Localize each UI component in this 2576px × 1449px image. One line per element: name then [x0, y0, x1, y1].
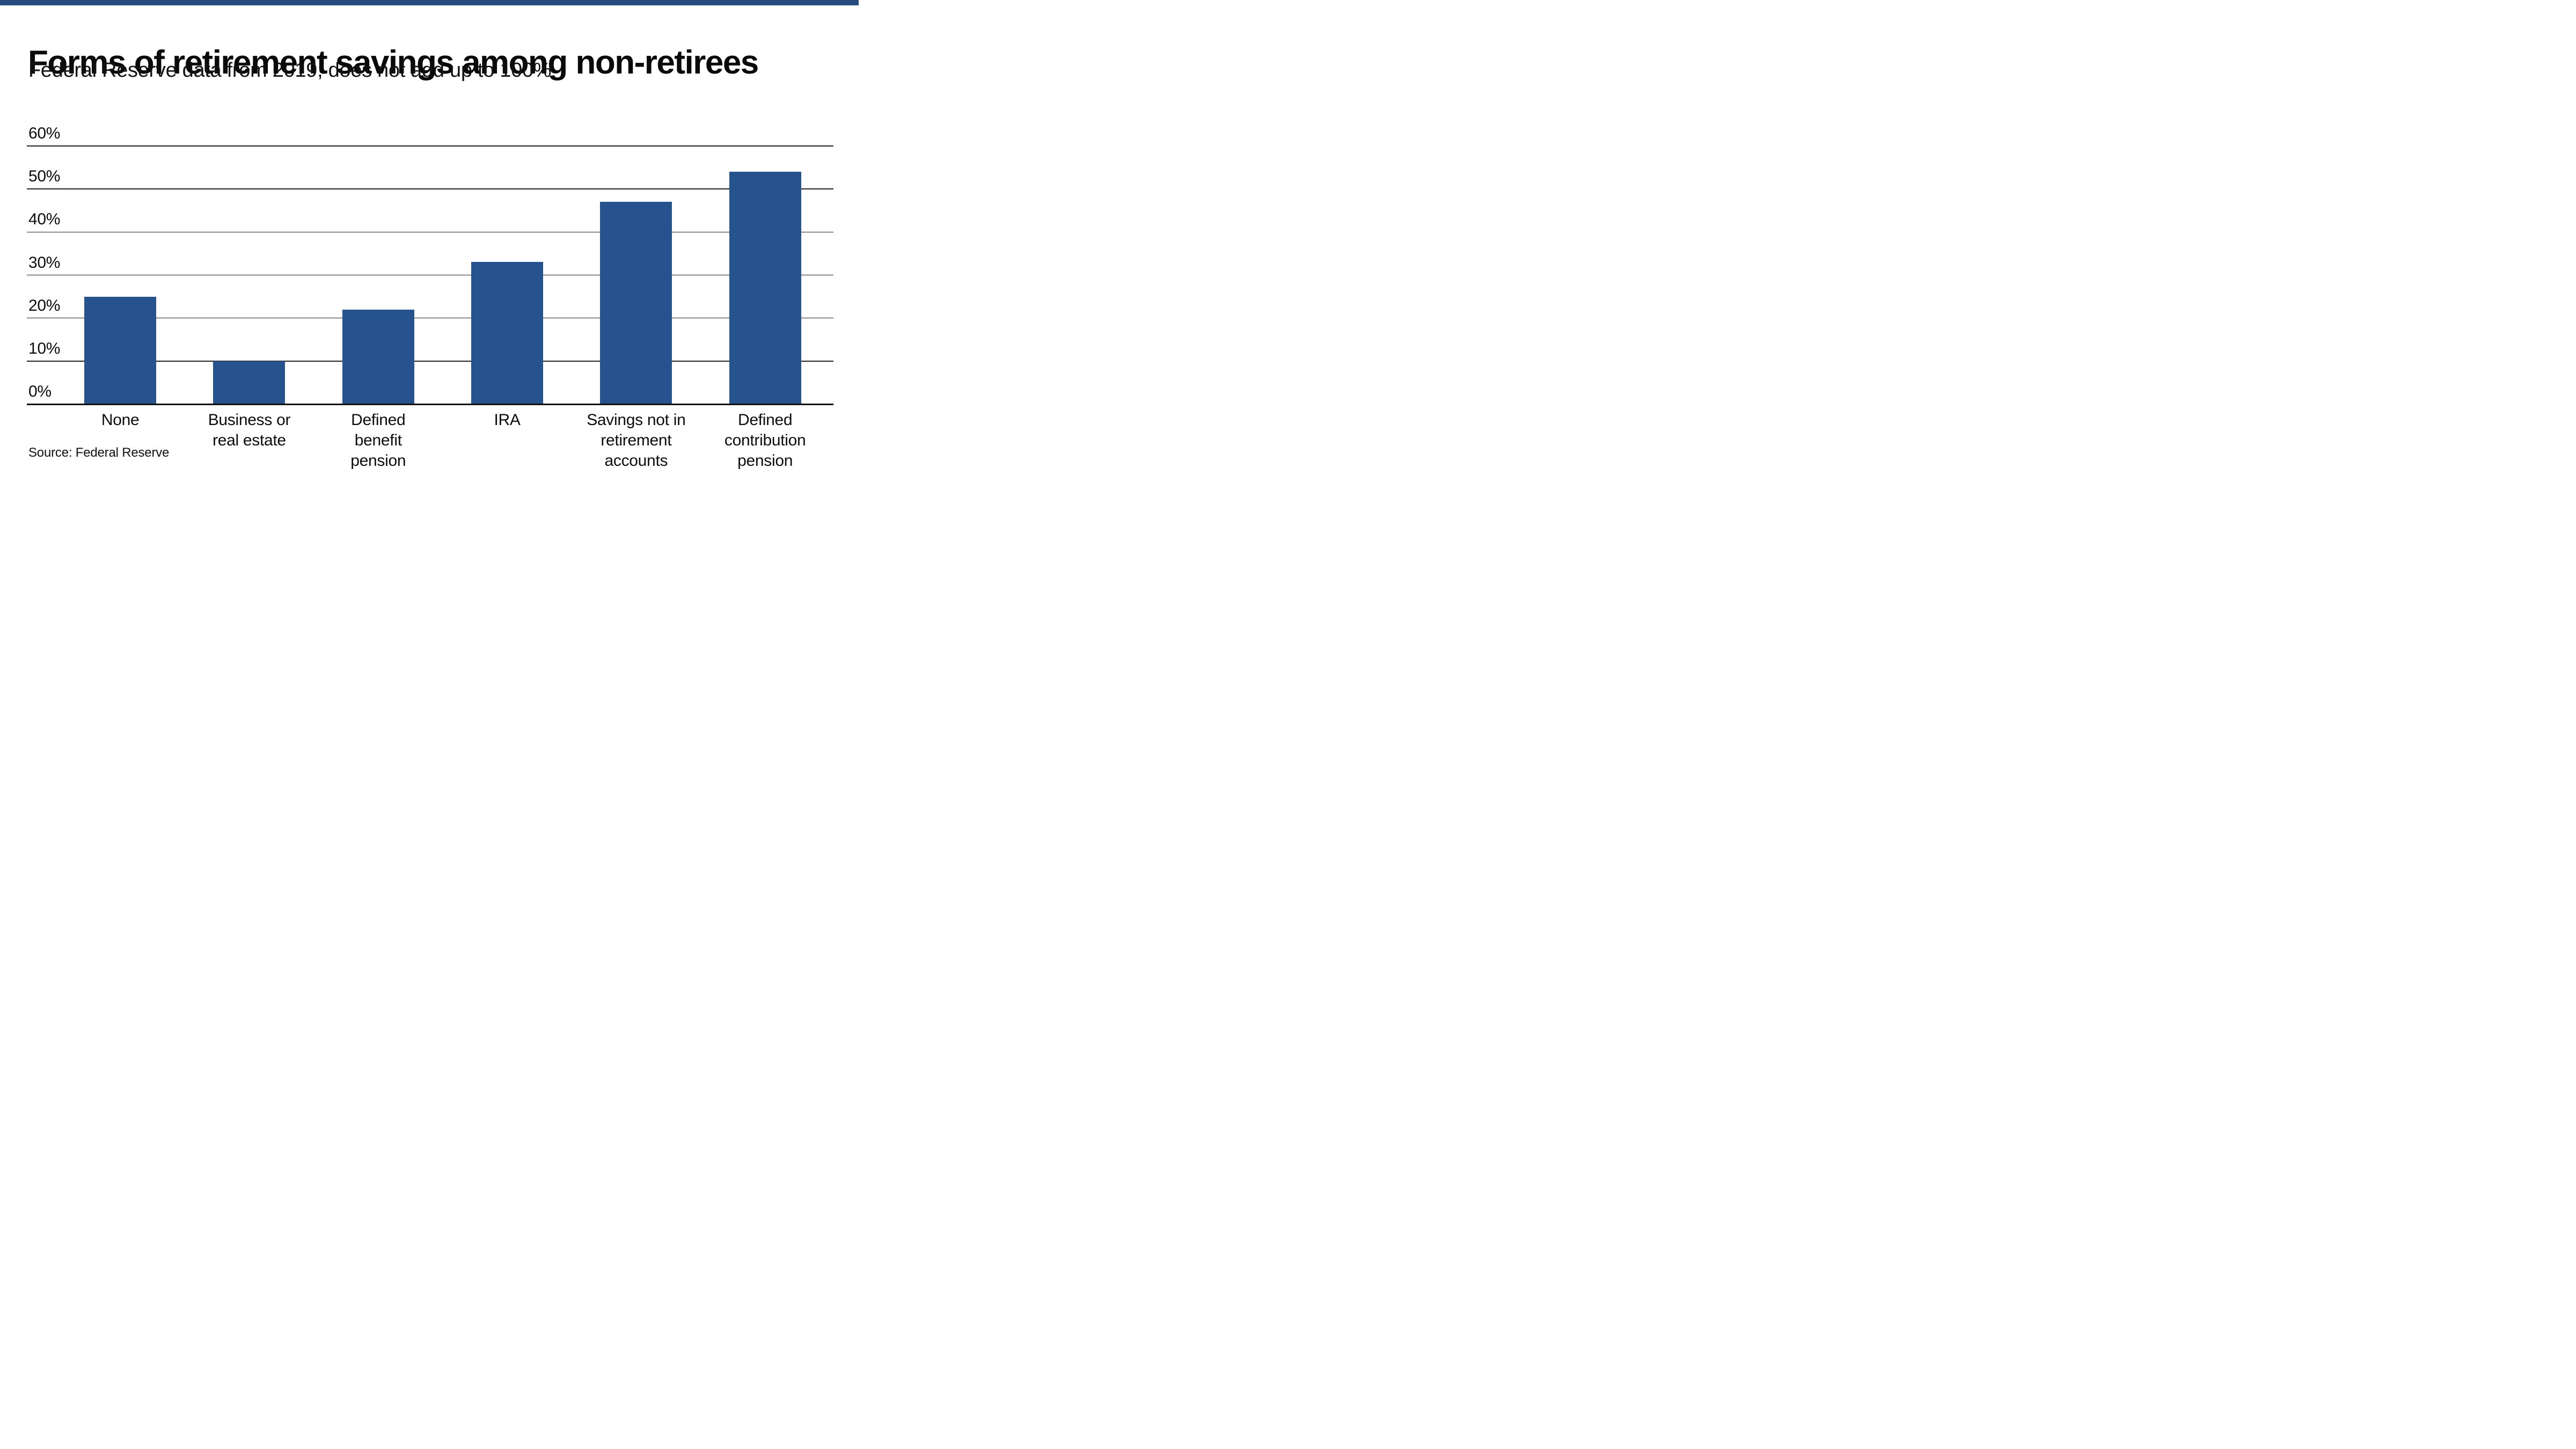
- bar-business-or-real-estate: [213, 361, 286, 404]
- gridline-30: [27, 274, 833, 276]
- category-label-defined-contribution-pension: Defined contribution pension: [724, 411, 806, 470]
- category-label-ira: IRA: [494, 411, 521, 429]
- bar-savings-not-in-retirement-accounts: [600, 202, 672, 404]
- gridline-60: [27, 145, 833, 147]
- gridline-50: [27, 188, 833, 189]
- gridline-40: [27, 231, 833, 233]
- gridline-10: [27, 361, 833, 362]
- category-label-business-or-real-estate: Business or real estate: [208, 411, 291, 449]
- y-tick-label-20: 20%: [28, 296, 61, 314]
- chart-title: Forms of retirement savings among non-re…: [28, 43, 759, 81]
- x-axis-line: [27, 403, 833, 405]
- y-tick-label-50: 50%: [28, 167, 61, 186]
- bar-chart: 60% 50% 40% 30% 20% 10% 0% None Business or real…: [0, 0, 859, 483]
- category-label-none: None: [101, 411, 140, 429]
- y-tick-label-40: 40%: [28, 210, 61, 229]
- gridline-20: [27, 317, 833, 319]
- y-tick-label-10: 10%: [28, 339, 61, 357]
- bar-none: [84, 296, 157, 404]
- category-label-defined-benefit-pension: Defined benefit pension: [350, 411, 406, 470]
- bar-ira: [471, 262, 544, 404]
- bar-defined-contribution-pension: [729, 172, 801, 404]
- source-note: Source: Federal Reserve: [28, 445, 170, 460]
- y-tick-label-60: 60%: [28, 125, 61, 142]
- chart-subtitle: Federal Reserve data from 2019; does not…: [28, 59, 552, 82]
- top-accent-bar: [0, 0, 859, 5]
- category-label-savings-not-in-retirement-accounts: Savings not in retirement accounts: [587, 411, 686, 470]
- y-tick-label-30: 30%: [28, 253, 61, 272]
- bar-defined-benefit-pension: [342, 309, 414, 404]
- chart-page: Forms of retirement savings among non-re…: [0, 0, 859, 483]
- y-tick-label-0: 0%: [28, 383, 52, 400]
